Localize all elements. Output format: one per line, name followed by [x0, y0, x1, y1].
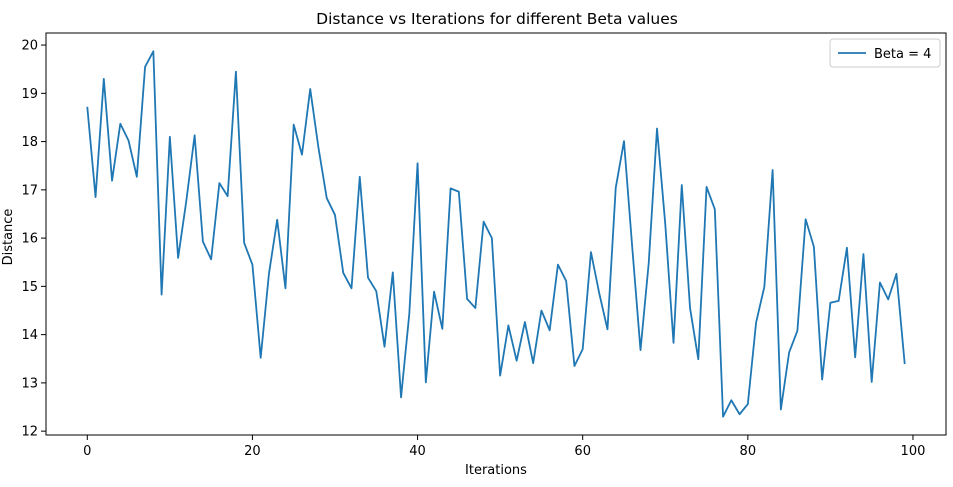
- y-tick-label: 20: [21, 39, 38, 54]
- y-tick-label: 15: [21, 280, 38, 295]
- x-tick-label: 80: [740, 444, 757, 459]
- x-tick-label: 60: [574, 444, 591, 459]
- y-tick-label: 17: [21, 183, 38, 198]
- y-axis: 12 13 14 15 16 17 18 19 20: [21, 39, 46, 440]
- plot-area: [45, 32, 947, 436]
- x-tick-label: 100: [901, 444, 926, 459]
- y-tick-label: 13: [21, 376, 38, 391]
- x-axis-label: Iterations: [465, 463, 527, 478]
- chart-title: Distance vs Iterations for different Bet…: [316, 10, 678, 28]
- y-axis-label: Distance: [1, 209, 16, 266]
- x-tick-label: 20: [244, 444, 261, 459]
- x-tick-label: 40: [409, 444, 426, 459]
- series-group: [86, 50, 906, 418]
- y-tick-label: 16: [21, 232, 38, 247]
- y-tick-label: 12: [21, 425, 38, 440]
- legend-label-beta-4: Beta = 4: [874, 47, 931, 62]
- y-tick-label: 18: [21, 135, 38, 150]
- y-tick-label: 19: [21, 87, 38, 102]
- x-tick-label: 0: [83, 444, 91, 459]
- y-tick-label: 14: [21, 328, 38, 343]
- x-axis: 0 20 40 60 80 100: [83, 435, 925, 459]
- legend: Beta = 4: [829, 38, 941, 68]
- legend-box: [829, 38, 941, 68]
- series-line-beta-4: [86, 50, 906, 418]
